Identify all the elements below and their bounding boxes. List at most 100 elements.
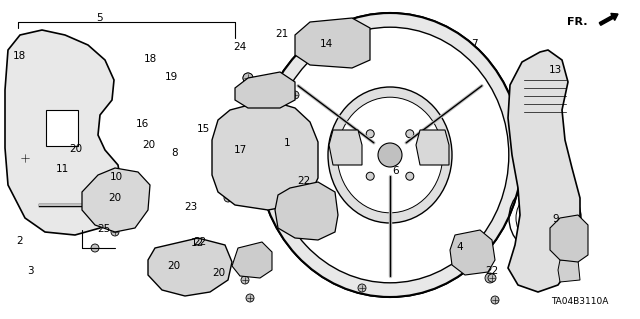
Polygon shape <box>329 130 362 165</box>
Circle shape <box>291 91 299 99</box>
Polygon shape <box>46 110 78 146</box>
Circle shape <box>236 167 243 174</box>
Text: 11: 11 <box>56 164 69 174</box>
Circle shape <box>302 207 308 213</box>
Circle shape <box>366 130 374 138</box>
Circle shape <box>20 153 30 163</box>
Ellipse shape <box>179 260 197 276</box>
Text: 17: 17 <box>234 145 246 155</box>
Circle shape <box>287 167 294 174</box>
Circle shape <box>491 296 499 304</box>
Circle shape <box>315 219 321 225</box>
Text: 12: 12 <box>191 238 204 248</box>
Circle shape <box>315 195 321 201</box>
Polygon shape <box>550 215 588 262</box>
Text: 23: 23 <box>184 202 197 212</box>
Circle shape <box>346 38 354 46</box>
Circle shape <box>428 144 436 152</box>
Polygon shape <box>148 238 232 296</box>
Text: 14: 14 <box>320 39 333 49</box>
Circle shape <box>358 284 366 292</box>
Text: 18: 18 <box>13 51 26 61</box>
Text: 8: 8 <box>171 148 177 158</box>
Text: 22: 22 <box>298 176 310 186</box>
Circle shape <box>287 136 294 143</box>
Text: 24: 24 <box>234 42 246 52</box>
Text: 21: 21 <box>275 29 288 40</box>
Circle shape <box>302 195 308 201</box>
Circle shape <box>485 273 495 283</box>
Circle shape <box>488 274 496 282</box>
Text: 22: 22 <box>485 265 498 276</box>
Polygon shape <box>450 230 495 275</box>
Text: TA04B3110A: TA04B3110A <box>551 298 609 307</box>
Circle shape <box>331 38 339 46</box>
Circle shape <box>246 294 254 302</box>
Circle shape <box>262 120 269 127</box>
Ellipse shape <box>271 27 509 283</box>
Circle shape <box>406 130 414 138</box>
Polygon shape <box>232 242 272 278</box>
Circle shape <box>341 154 349 162</box>
Text: 22: 22 <box>193 237 206 247</box>
Ellipse shape <box>164 247 212 289</box>
Circle shape <box>378 143 402 167</box>
Ellipse shape <box>270 26 510 284</box>
Text: 20: 20 <box>212 268 225 278</box>
Polygon shape <box>5 30 122 235</box>
Ellipse shape <box>328 87 452 223</box>
Circle shape <box>287 219 293 225</box>
Circle shape <box>428 134 436 142</box>
Text: 13: 13 <box>549 64 562 75</box>
Circle shape <box>243 73 253 83</box>
Text: 1: 1 <box>284 138 290 148</box>
Circle shape <box>366 172 374 180</box>
Circle shape <box>262 183 269 190</box>
Circle shape <box>114 204 122 212</box>
Circle shape <box>224 141 232 149</box>
Circle shape <box>287 195 293 201</box>
Circle shape <box>316 38 324 46</box>
Polygon shape <box>82 168 150 232</box>
Text: 7: 7 <box>472 39 478 49</box>
Ellipse shape <box>240 128 290 182</box>
Ellipse shape <box>337 97 443 213</box>
Polygon shape <box>508 50 580 292</box>
Polygon shape <box>416 130 449 165</box>
Polygon shape <box>295 18 370 68</box>
Ellipse shape <box>248 136 282 174</box>
Text: 18: 18 <box>144 54 157 64</box>
Polygon shape <box>212 100 318 210</box>
Polygon shape <box>275 182 338 240</box>
Circle shape <box>341 134 349 142</box>
Text: 10: 10 <box>110 172 123 182</box>
Polygon shape <box>558 260 580 282</box>
Text: 5: 5 <box>96 12 102 23</box>
Text: 4: 4 <box>456 242 463 252</box>
Circle shape <box>315 207 321 213</box>
Circle shape <box>111 228 119 236</box>
Ellipse shape <box>172 254 204 282</box>
FancyArrow shape <box>599 13 618 25</box>
Circle shape <box>243 73 253 83</box>
Circle shape <box>341 144 349 152</box>
Text: 9: 9 <box>552 214 559 225</box>
Circle shape <box>428 154 436 162</box>
Circle shape <box>224 194 232 202</box>
Circle shape <box>241 276 249 284</box>
Text: 19: 19 <box>165 71 178 82</box>
Circle shape <box>406 172 414 180</box>
Text: 2: 2 <box>16 236 22 246</box>
Circle shape <box>287 207 293 213</box>
Text: 16: 16 <box>136 119 148 130</box>
Text: 6: 6 <box>392 166 399 176</box>
Text: 25: 25 <box>97 224 110 234</box>
Polygon shape <box>235 72 295 108</box>
Text: 20: 20 <box>69 144 82 154</box>
Circle shape <box>171 264 179 272</box>
Text: 3: 3 <box>28 265 34 276</box>
Text: 15: 15 <box>197 124 210 134</box>
Text: 20: 20 <box>168 261 180 271</box>
Circle shape <box>91 244 99 252</box>
Circle shape <box>302 219 308 225</box>
